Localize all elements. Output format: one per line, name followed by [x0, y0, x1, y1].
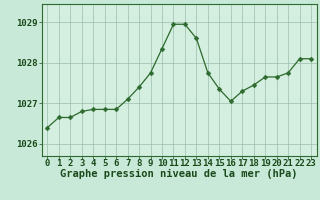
X-axis label: Graphe pression niveau de la mer (hPa): Graphe pression niveau de la mer (hPa)	[60, 169, 298, 179]
